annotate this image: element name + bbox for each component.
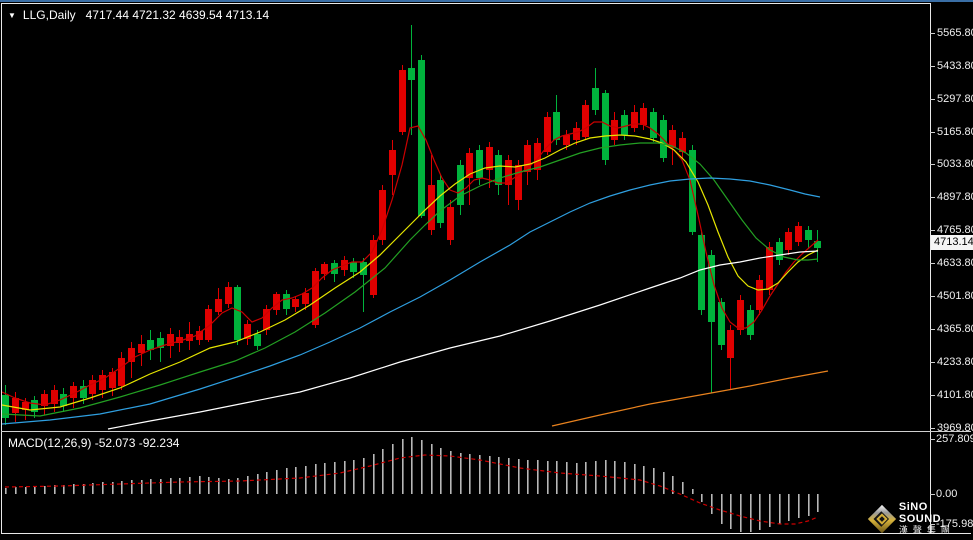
price-axis-tick bbox=[930, 66, 935, 67]
price-axis-tick bbox=[930, 362, 935, 363]
macd-histogram bbox=[5, 437, 819, 532]
price-axis-tick bbox=[930, 132, 935, 133]
logo-brand-name-cn: 漢聲集團 bbox=[898, 525, 955, 535]
symbol-dropdown-arrow-icon[interactable]: ▼ bbox=[8, 11, 16, 20]
macd-axis-label: -175.983 bbox=[936, 518, 973, 530]
price-axis-tick bbox=[930, 197, 935, 198]
chart-title-bar: ▼ LLG,Daily 4717.44 4721.32 4639.54 4713.1… bbox=[8, 8, 269, 22]
price-axis-label: 4897.80 bbox=[937, 191, 973, 203]
ohlc-values: 4717.44 4721.32 4639.54 4713.14 bbox=[85, 8, 270, 22]
diamond-logo-icon bbox=[867, 504, 897, 533]
window-top-border bbox=[0, 0, 973, 2]
macd-pane-separator[interactable] bbox=[1, 431, 971, 432]
logo-brand-name: SiNO SOUND bbox=[898, 501, 942, 525]
pane-border-left bbox=[1, 3, 2, 534]
price-axis-tick bbox=[930, 99, 935, 100]
price-axis-label: 5433.80 bbox=[937, 60, 973, 72]
price-axis-tick bbox=[930, 395, 935, 396]
macd-axis-tick bbox=[930, 439, 935, 440]
macd-indicator-label: MACD(12,26,9) -52.073 -92.234 bbox=[8, 436, 180, 450]
current-price-badge: 4713.14 bbox=[931, 235, 973, 250]
sino-sound-logo: SiNO SOUND 漢聲集團 bbox=[867, 501, 973, 536]
price-axis-tick bbox=[930, 296, 935, 297]
macd-axis-label: 257.809 bbox=[936, 433, 973, 445]
price-axis-label: 4365.80 bbox=[937, 323, 973, 335]
price-axis-label: 5033.80 bbox=[937, 158, 973, 170]
pane-border-top bbox=[1, 3, 930, 4]
price-axis-label: 4101.80 bbox=[937, 389, 973, 401]
pane-border-bottom bbox=[1, 533, 971, 534]
macd-axis-label: 0.00 bbox=[936, 488, 958, 500]
macd-axis-tick bbox=[930, 524, 935, 525]
ma-lines bbox=[1, 121, 829, 430]
price-axis-tick bbox=[930, 329, 935, 330]
price-axis-label: 5297.80 bbox=[937, 93, 973, 105]
price-axis-tick bbox=[930, 230, 935, 231]
price-axis-tick bbox=[930, 263, 935, 264]
price-axis-label: 4501.80 bbox=[937, 290, 973, 302]
price-axis-tick bbox=[930, 428, 935, 429]
price-axis-label: 3969.80 bbox=[937, 422, 973, 434]
macd-signal-line bbox=[4, 454, 819, 525]
price-axis-label: 4765.80 bbox=[937, 224, 973, 236]
price-axis-label: 4633.80 bbox=[937, 257, 973, 269]
symbol-period-label: LLG,Daily bbox=[22, 8, 76, 22]
macd-axis-tick bbox=[930, 494, 935, 495]
price-axis-tick bbox=[930, 164, 935, 165]
price-axis-label: 5165.80 bbox=[937, 126, 973, 138]
price-axis-separator bbox=[930, 3, 931, 534]
price-axis-label: 5565.80 bbox=[937, 27, 973, 39]
price-axis-tick bbox=[930, 33, 935, 34]
price-axis-label: 4233.80 bbox=[937, 356, 973, 368]
